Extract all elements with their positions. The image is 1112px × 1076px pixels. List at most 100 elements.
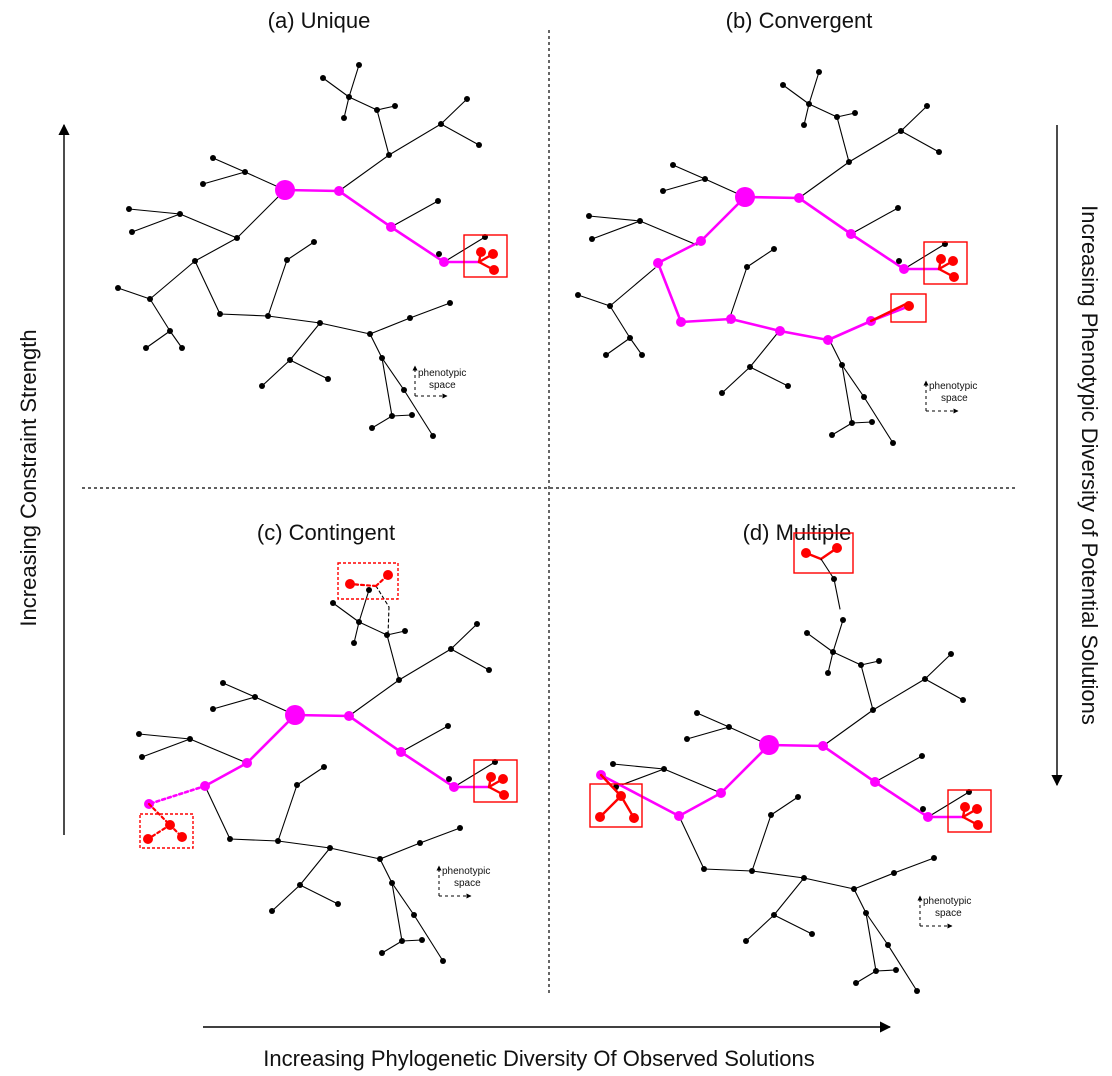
- path-node: [846, 229, 856, 239]
- tree-node: [435, 198, 441, 204]
- tree-node: [330, 600, 336, 606]
- tree-node: [419, 937, 425, 943]
- solution-node: [973, 820, 983, 830]
- bottom-axis-label: Increasing Phylogenetic Diversity Of Obs…: [263, 1046, 814, 1071]
- tree-node: [275, 838, 281, 844]
- tree-branch: [358, 621, 388, 636]
- tree-node: [931, 855, 937, 861]
- convergent-path-branch: [656, 239, 703, 265]
- tree-branch: [371, 415, 393, 429]
- tree-branch: [749, 329, 781, 368]
- tree-node: [464, 96, 470, 102]
- tree-branch: [386, 634, 400, 681]
- tree-branch: [746, 248, 775, 268]
- solution-box: [923, 241, 968, 285]
- tree-node: [809, 931, 815, 937]
- space-label: phenotypic: [442, 866, 490, 877]
- tree-branch: [391, 882, 403, 942]
- path-node: [870, 777, 880, 787]
- tree-node: [447, 300, 453, 306]
- tree-branch: [379, 842, 421, 860]
- tree-branch: [662, 178, 706, 192]
- tree-node: [586, 213, 592, 219]
- tree-branch: [261, 359, 291, 387]
- tree-node: [200, 181, 206, 187]
- tree-node: [346, 94, 352, 100]
- tree-node: [402, 628, 408, 634]
- tree-node: [234, 235, 240, 241]
- tree-branch: [289, 359, 329, 380]
- convergent-path-branch: [147, 784, 207, 806]
- path-node: [726, 314, 736, 324]
- tree: [589, 532, 992, 994]
- tree-branch: [267, 315, 321, 324]
- tree-branch: [149, 260, 196, 300]
- tree-branch: [727, 266, 748, 324]
- tree-node: [849, 420, 855, 426]
- solution-node: [165, 820, 175, 830]
- tree-branch: [721, 366, 751, 394]
- tree-branch: [850, 207, 899, 235]
- tree-node: [816, 69, 822, 75]
- tree-branch: [853, 888, 867, 914]
- tree-branch: [588, 215, 641, 222]
- tree-node: [325, 376, 331, 382]
- tree-node: [891, 870, 897, 876]
- tree-branch: [875, 969, 897, 972]
- space-label: space: [429, 380, 456, 391]
- solution-node: [498, 774, 508, 784]
- solution-node: [948, 256, 958, 266]
- solution-box: [890, 293, 927, 323]
- tree-branch: [829, 340, 843, 366]
- tree-branch: [189, 738, 248, 764]
- tree-branch: [863, 396, 894, 444]
- tree-node: [726, 724, 732, 730]
- tree-node: [417, 840, 423, 846]
- tree: [575, 69, 968, 446]
- tree-branch: [803, 103, 810, 126]
- tree-node: [702, 176, 708, 182]
- ancestor-node: [285, 705, 305, 725]
- space-label: phenotypic: [923, 896, 971, 907]
- tree-branch: [353, 621, 360, 644]
- tree-branch: [773, 877, 805, 916]
- solution-branch: [869, 302, 908, 323]
- tree-branch: [277, 784, 298, 842]
- path-node: [775, 326, 785, 336]
- solution-node: [345, 579, 355, 589]
- tree-node: [401, 387, 407, 393]
- tree-branch: [874, 755, 923, 783]
- tree-branch: [609, 305, 631, 339]
- panel-multiple: (d) Multiple phenotypic space: [589, 520, 992, 994]
- right-axis-label: Increasing Phenotypic Diversity of Poten…: [1077, 205, 1102, 725]
- tree-branch: [612, 763, 665, 770]
- tree-node: [259, 383, 265, 389]
- tree-node: [335, 901, 341, 907]
- tree-node: [610, 761, 616, 767]
- tree-node: [869, 419, 875, 425]
- convergent-path-branch: [849, 232, 906, 271]
- tree-node: [876, 658, 882, 664]
- tree-branch: [322, 77, 350, 98]
- tree-node: [851, 886, 857, 892]
- convergent-path-branch: [203, 761, 249, 788]
- tree-branch: [343, 96, 350, 119]
- tree-branch: [277, 840, 331, 849]
- tree-branch: [379, 858, 393, 884]
- panel-title: (a) Unique: [268, 8, 371, 33]
- tree-node: [639, 352, 645, 358]
- tree-branch: [855, 970, 877, 984]
- solution-node: [143, 834, 153, 844]
- solution-node: [476, 247, 486, 257]
- path-node: [823, 335, 833, 345]
- tree-node: [366, 587, 372, 593]
- solution-node: [629, 813, 639, 823]
- tree-branch: [900, 130, 940, 153]
- tree-node: [192, 258, 198, 264]
- space-label: space: [935, 908, 962, 919]
- convergent-path-branch: [399, 750, 456, 789]
- panel-title: (b) Convergent: [726, 8, 873, 33]
- tree-branch: [358, 589, 370, 623]
- tree-branch: [663, 768, 722, 794]
- tree-node: [396, 677, 402, 683]
